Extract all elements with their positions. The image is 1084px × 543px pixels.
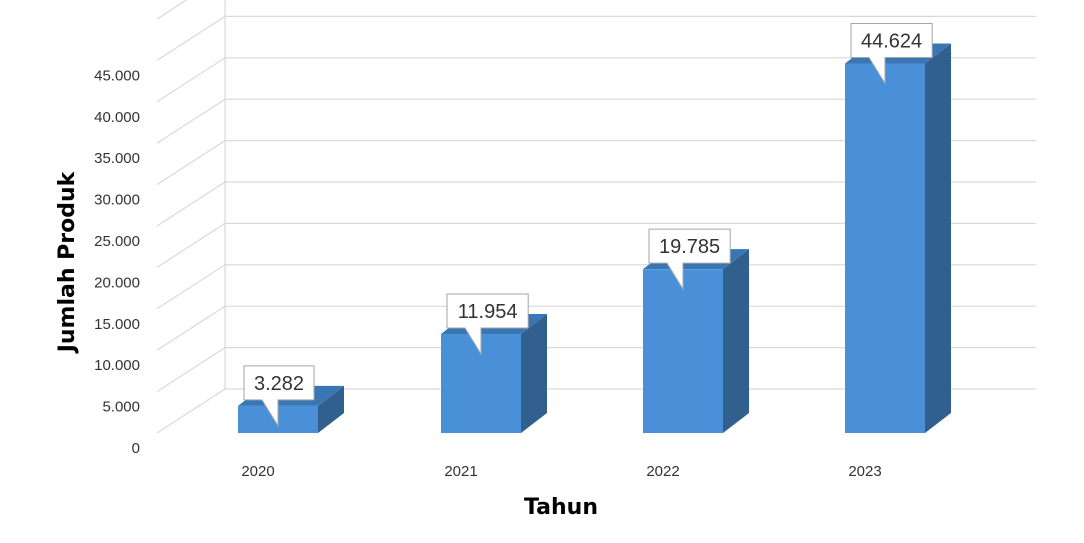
y-tick-label: 35.000 xyxy=(94,150,140,167)
data-label-callout: 19.785 xyxy=(648,228,731,291)
x-tick-label: 2021 xyxy=(444,463,477,480)
gridlines xyxy=(156,0,1036,434)
data-label-box xyxy=(446,293,529,356)
data-label: 44.624 xyxy=(861,31,922,53)
bar-side xyxy=(521,314,547,433)
bar-side xyxy=(925,43,951,434)
data-label-callout: 44.624 xyxy=(850,23,933,86)
gridline xyxy=(156,0,188,20)
data-label: 19.785 xyxy=(659,236,720,258)
x-axis-title: Tahun xyxy=(524,495,598,520)
data-label-callout: 11.954 xyxy=(446,293,529,356)
y-tick-label: 45.000 xyxy=(94,67,140,84)
y-tick-label: 0 xyxy=(132,440,140,457)
data-label-box xyxy=(648,228,731,291)
x-tick-label: 2020 xyxy=(241,463,274,480)
y-tick-label: 40.000 xyxy=(94,109,140,126)
bar-side xyxy=(723,249,749,433)
bar-side xyxy=(318,385,344,433)
y-tick-label: 10.000 xyxy=(94,357,140,374)
data-label: 11.954 xyxy=(458,301,518,323)
data-label-callout: 3.282 xyxy=(243,365,315,428)
bar xyxy=(845,63,925,434)
data-label-box xyxy=(850,23,933,86)
y-tick-label: 30.000 xyxy=(94,192,140,209)
y-tick-label: 20.000 xyxy=(94,274,140,291)
y-tick-label: 15.000 xyxy=(94,316,140,333)
data-labels: 3.282 11.954 19.785 44.624 xyxy=(243,23,933,428)
x-tick-label: 2022 xyxy=(646,463,679,480)
bar xyxy=(643,269,723,433)
y-tick-label: 25.000 xyxy=(94,233,140,250)
bars xyxy=(238,43,951,434)
data-label: 3.282 xyxy=(254,373,304,395)
data-label-box xyxy=(243,365,315,428)
y-axis-ticks: 0 5.000 10.000 15.000 20.000 25.000 30.000 35.0… xyxy=(94,67,140,457)
x-tick-label: 2023 xyxy=(848,463,881,480)
x-axis-ticks: 2020 2021 2022 2023 xyxy=(241,463,881,480)
y-tick-label: 5.000 xyxy=(102,399,140,416)
y-axis-title: Jumlah Produk xyxy=(55,170,80,354)
